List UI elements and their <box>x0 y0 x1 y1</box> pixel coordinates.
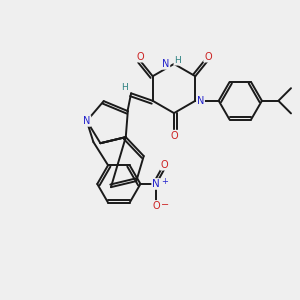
Text: O: O <box>204 52 212 62</box>
Text: O: O <box>152 201 160 211</box>
Text: H: H <box>174 56 181 65</box>
Text: +: + <box>161 177 168 186</box>
Text: O: O <box>170 130 178 141</box>
Text: N: N <box>162 59 169 69</box>
Text: O: O <box>161 160 168 170</box>
Text: O: O <box>136 52 144 62</box>
Text: N: N <box>197 96 204 106</box>
Text: −: − <box>160 200 169 210</box>
Text: N: N <box>152 179 160 189</box>
Text: N: N <box>83 116 91 126</box>
Text: H: H <box>121 83 128 92</box>
